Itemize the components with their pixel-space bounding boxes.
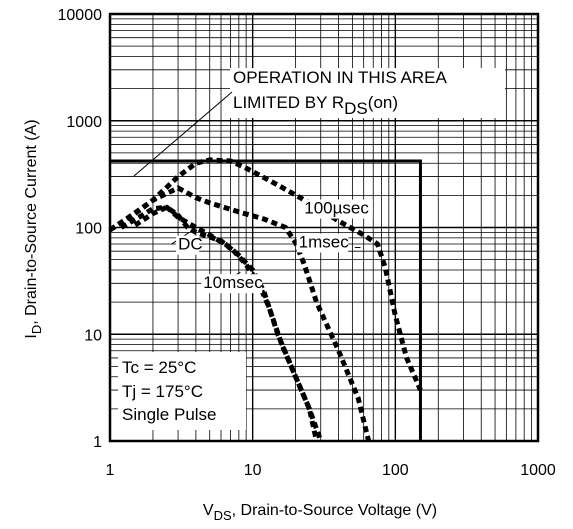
condition-tj: Tj = 175°C: [122, 382, 203, 401]
y-tick-label: 10: [84, 327, 102, 344]
x-tick-label: 100: [382, 462, 409, 479]
y-tick-label: 1000: [66, 114, 102, 131]
series-label-bg: [296, 233, 349, 253]
curve-dc: [120, 204, 319, 442]
y-tick-labels: 1 10 100 1000 10000: [58, 7, 103, 451]
y-axis-label: ID, Drain-to-Source Current (A): [23, 119, 44, 338]
y-tick-label: 1: [93, 434, 102, 451]
curves: [108, 157, 423, 442]
series-label: 100µsec: [304, 199, 369, 218]
curve-1msec: [108, 185, 372, 442]
series-label-bg: [176, 235, 200, 255]
y-tick-label: 100: [75, 221, 102, 238]
series-label-bg: [201, 274, 263, 294]
y-tick-label: 10000: [58, 7, 103, 24]
operation-area-pointer: [133, 91, 233, 177]
condition-pulse: Single Pulse: [122, 405, 217, 424]
series-label: DC: [178, 235, 203, 254]
curve-100-sec: [108, 157, 423, 392]
operation-area-label-bg: [230, 68, 505, 118]
series-label-bg: [302, 199, 373, 219]
series-label: 10msec: [203, 273, 263, 292]
plot-frame: [108, 12, 540, 443]
x-tick-label: 1000: [520, 462, 556, 479]
x-tick-label: 1: [106, 462, 115, 479]
series-label: 1msec: [299, 232, 350, 251]
x-axis-label: VDS, Drain-to-Source Voltage (V): [203, 502, 437, 523]
soa-limit-boundary: [110, 159, 422, 441]
x-tick-label: 10: [244, 462, 262, 479]
operating-boundary: [110, 159, 422, 441]
conditions-bg: [118, 352, 246, 430]
condition-tc: Tc = 25°C: [122, 358, 196, 377]
x-tick-labels: 1 10 100 1000: [106, 462, 556, 479]
operation-area-line-2: LIMITED BY RDS(on): [233, 93, 398, 118]
operation-area-line-1: OPERATION IN THIS AREA: [233, 68, 447, 87]
